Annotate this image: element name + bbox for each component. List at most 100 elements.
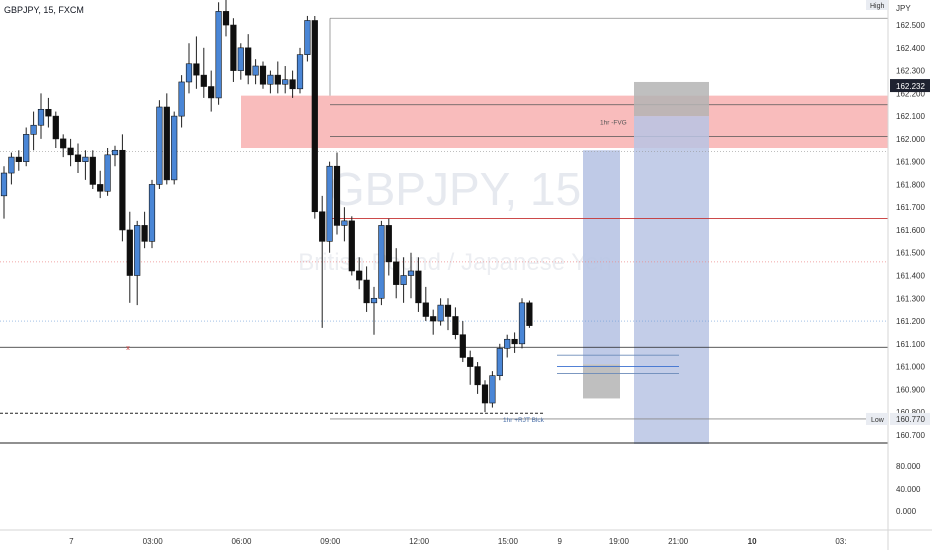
candle-body: [511, 338, 518, 345]
candle-body: [481, 384, 489, 404]
candle-body: [67, 147, 74, 156]
y-tick-label: 162.000: [896, 135, 925, 144]
x-tick-label: 7: [69, 537, 74, 546]
y-tick-label: 161.400: [896, 272, 925, 281]
x-tick-label: 03:00: [143, 537, 164, 546]
candle-body: [178, 81, 185, 117]
candle-body: [393, 261, 400, 285]
candle-body: [104, 154, 111, 192]
x-tick-label: 03:: [835, 537, 846, 546]
fvg-zone: [241, 95, 888, 148]
candle-body: [274, 74, 281, 85]
candle-body: [74, 154, 82, 162]
candle-body: [200, 74, 207, 87]
low-label-tag: [866, 412, 888, 425]
candle-body: [193, 63, 200, 76]
y-tick-label: 162.200: [896, 89, 925, 98]
y-tick-label: 160.900: [896, 385, 925, 394]
candle-body: [141, 225, 148, 242]
candle-body: [0, 172, 8, 197]
x-tick-label: 21:00: [668, 537, 689, 546]
y-tick-label: 161.500: [896, 249, 925, 258]
candle-body: [52, 115, 59, 140]
candle-body: [526, 302, 533, 326]
candle-body: [230, 24, 237, 71]
high-label: High: [870, 3, 885, 10]
candle-body: [467, 357, 474, 367]
candle-body: [407, 270, 415, 276]
candle-body: [422, 302, 429, 317]
candle-body: [326, 165, 333, 242]
y-tick-label: 161.900: [896, 158, 925, 167]
x-tick-label: 9: [557, 537, 562, 546]
x-tick-label: 06:00: [231, 537, 252, 546]
candle-body: [489, 375, 496, 404]
candle-body: [319, 211, 326, 242]
candle-body: [363, 279, 370, 304]
candle-body: [37, 108, 45, 126]
y-tick-label: 161.200: [896, 317, 925, 326]
candle-body: [504, 338, 511, 349]
candle-body: [378, 225, 385, 299]
candle-body: [444, 304, 452, 317]
candle-body: [252, 65, 259, 76]
candle-body: [459, 334, 466, 358]
low-value-label: 160.770: [896, 415, 925, 424]
candle-body: [171, 115, 178, 181]
y-tick-label: 161.000: [896, 363, 925, 372]
ob-label: 1hr +RJT Blck: [503, 417, 545, 424]
candle-body: [134, 225, 141, 276]
candle-body: [333, 165, 341, 226]
candle-body: [348, 220, 355, 272]
y-tick-label: 162.400: [896, 44, 925, 53]
candle-body: [156, 106, 163, 185]
y-tick-label: 161.600: [896, 226, 925, 235]
position-stop-box-small: [583, 364, 620, 399]
candle-body: [30, 124, 37, 135]
x-tick-label: 09:00: [320, 537, 341, 546]
candle-body: [45, 108, 52, 117]
y-tick-label: 160.700: [896, 431, 925, 440]
candle-body: [208, 86, 215, 99]
candle-body: [97, 184, 104, 192]
y-tick-label: 161.800: [896, 180, 925, 189]
candle-body: [23, 134, 30, 162]
current-price-tag: [890, 79, 930, 93]
candle-body: [8, 156, 15, 174]
candle-body: [89, 156, 96, 185]
candle-body: [341, 220, 348, 226]
y-tick-label: 162.100: [896, 112, 925, 121]
candle-body: [82, 156, 89, 162]
candle-body: [370, 297, 378, 304]
y-tick-label: 161.700: [896, 203, 925, 212]
candle-body: [356, 270, 363, 281]
candle-body: [222, 11, 230, 26]
y-tick-label: 161.300: [896, 294, 925, 303]
candle-body: [430, 316, 437, 322]
position-target-box: [634, 116, 709, 444]
current-price-label: 162.232: [896, 82, 925, 91]
candle-body: [126, 229, 133, 276]
x-marker: x: [126, 345, 130, 352]
volume-tick-label: 0.000: [896, 507, 917, 516]
candle-body: [215, 11, 222, 99]
candle-body: [289, 79, 296, 90]
y-tick-label: 161.100: [896, 340, 925, 349]
low-value-tag: [890, 412, 930, 425]
candle-body: [296, 54, 304, 90]
position-target-box-small: [583, 150, 620, 365]
candle-body: [119, 149, 126, 231]
candle-body: [15, 156, 22, 162]
candle-body: [496, 348, 503, 376]
candle-body: [163, 106, 170, 181]
y-tick-label: 162.500: [896, 21, 925, 30]
volume-tick-label: 40.000: [896, 485, 921, 494]
position-stop-box: [634, 81, 709, 117]
candle-body: [245, 47, 252, 76]
low-label: Low: [871, 417, 885, 424]
candle-body: [415, 270, 422, 304]
x-tick-label: 19:00: [609, 537, 630, 546]
x-tick-label: 12:00: [409, 537, 430, 546]
volume-tick-label: 80.000: [896, 462, 921, 471]
